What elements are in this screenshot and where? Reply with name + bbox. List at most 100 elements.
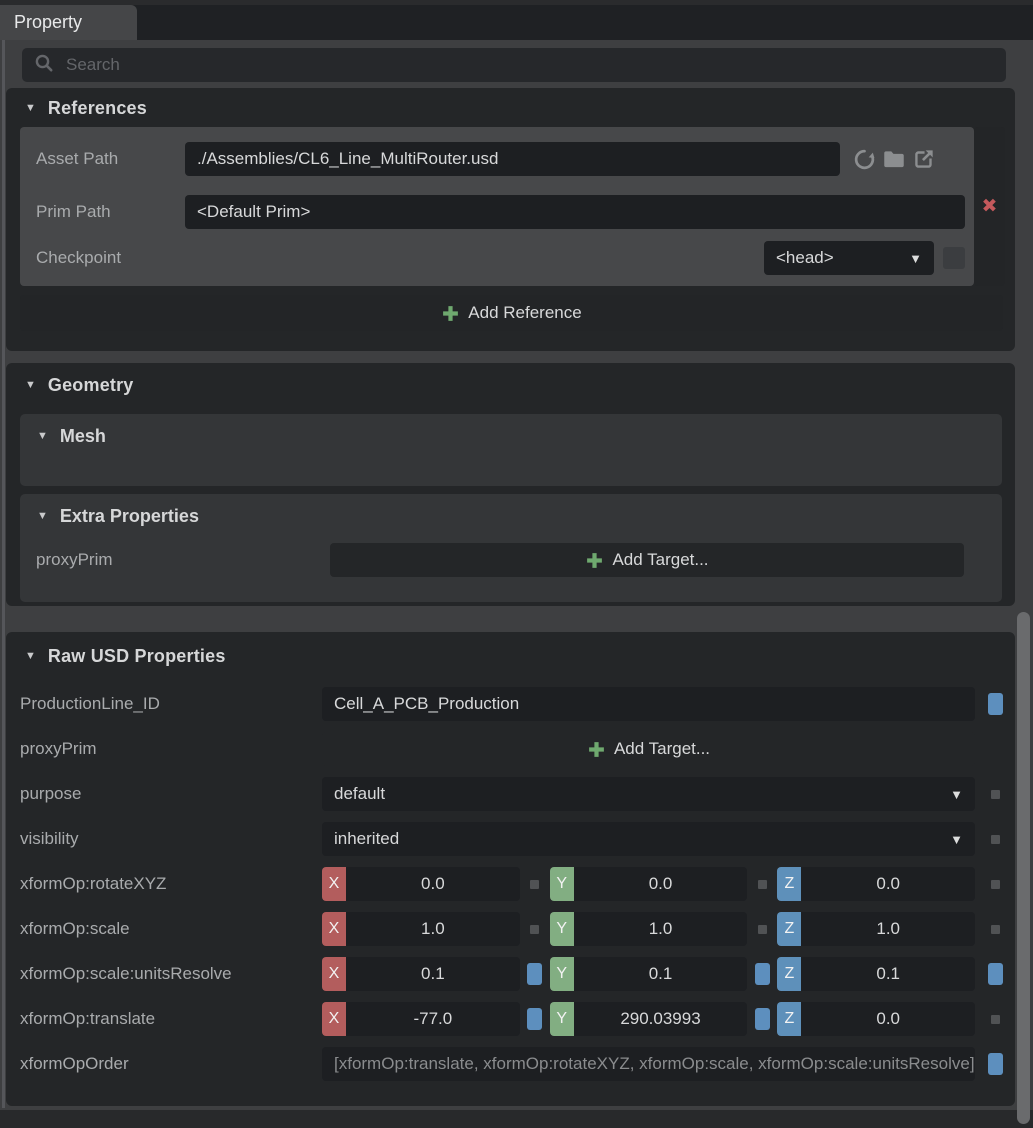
value-changed-indicator[interactable] bbox=[754, 963, 770, 985]
mesh-header[interactable]: ▼ Mesh bbox=[20, 414, 1002, 453]
translate-x-input[interactable]: -77.0 bbox=[346, 1002, 520, 1036]
tab-property-label: Property bbox=[14, 12, 83, 32]
reference-fields-box: Asset Path ./Assemblies/CL6_Line_MultiRo… bbox=[20, 127, 974, 286]
collapse-triangle-icon: ▼ bbox=[25, 650, 36, 662]
plus-icon bbox=[587, 552, 603, 568]
purpose-value: default bbox=[334, 784, 386, 803]
property-label: ProductionLine_ID bbox=[20, 694, 160, 713]
value-changed-indicator[interactable] bbox=[527, 963, 543, 985]
unitsresolve-z-input[interactable]: 0.1 bbox=[801, 957, 976, 991]
property-row-visibility: visibility inherited ▼ bbox=[20, 822, 1015, 856]
geometry-section: ▼ Geometry ▼ Mesh ▼ Extra Properties pro… bbox=[6, 363, 1015, 606]
visibility-value: inherited bbox=[334, 829, 400, 848]
search-input[interactable]: Search bbox=[22, 48, 1006, 82]
default-value-indicator[interactable] bbox=[990, 924, 1000, 934]
references-title: References bbox=[47, 98, 147, 118]
search-icon bbox=[34, 53, 66, 78]
axis-z-badge: Z bbox=[777, 957, 802, 991]
default-value-indicator[interactable] bbox=[530, 879, 540, 889]
remove-reference-button[interactable]: ✖ bbox=[974, 127, 1005, 286]
default-value-indicator[interactable] bbox=[990, 834, 1000, 844]
add-target-label: Add Target... bbox=[613, 739, 711, 758]
asset-path-label: Asset Path bbox=[36, 149, 119, 168]
add-reference-button[interactable]: Add Reference bbox=[20, 295, 1003, 331]
property-row-rotatexyz: xformOp:rotateXYZ X 0.0 Y 0.0 Z 0.0 bbox=[20, 867, 1015, 901]
geometry-header[interactable]: ▼ Geometry bbox=[6, 363, 1015, 402]
property-row-translate: xformOp:translate X -77.0 Y 290.03993 Z 0.0 bbox=[20, 1002, 1015, 1036]
scrollbar-thumb[interactable] bbox=[1017, 612, 1030, 1124]
collapse-triangle-icon: ▼ bbox=[37, 510, 48, 522]
plus-icon bbox=[589, 741, 604, 757]
property-label: xformOpOrder bbox=[20, 1054, 129, 1073]
extra-properties-header[interactable]: ▼ Extra Properties bbox=[20, 494, 1002, 533]
scale-z-input[interactable]: 1.0 bbox=[801, 912, 976, 946]
default-value-indicator[interactable] bbox=[990, 1014, 1000, 1024]
axis-z-badge: Z bbox=[777, 1002, 802, 1036]
visibility-dropdown[interactable]: inherited ▼ bbox=[322, 822, 975, 856]
property-row-scale: xformOp:scale X 1.0 Y 1.0 Z 1.0 bbox=[20, 912, 1015, 946]
productionline-id-input[interactable]: Cell_A_PCB_Production bbox=[322, 687, 975, 721]
property-label: xformOp:scale:unitsResolve bbox=[20, 964, 232, 983]
property-row-xformoporder: xformOpOrder [xformOp:translate, xformOp… bbox=[20, 1047, 1015, 1081]
axis-x-badge: X bbox=[322, 957, 346, 991]
axis-z-badge: Z bbox=[777, 867, 802, 901]
default-value-indicator[interactable] bbox=[990, 789, 1000, 799]
raw-usd-header[interactable]: ▼ Raw USD Properties bbox=[20, 632, 1015, 667]
translate-z-input[interactable]: 0.0 bbox=[801, 1002, 976, 1036]
property-label: xformOp:rotateXYZ bbox=[20, 874, 167, 893]
rotate-y-input[interactable]: 0.0 bbox=[573, 867, 748, 901]
scale-x-input[interactable]: 1.0 bbox=[346, 912, 520, 946]
asset-path-input[interactable]: ./Assemblies/CL6_Line_MultiRouter.usd bbox=[185, 142, 840, 176]
prim-path-input[interactable]: <Default Prim> bbox=[185, 195, 965, 229]
checkpoint-indicator bbox=[943, 247, 965, 269]
proxyprim-label: proxyPrim bbox=[36, 550, 113, 569]
add-target-button[interactable]: Add Target... bbox=[330, 543, 964, 577]
chevron-down-icon: ▼ bbox=[950, 786, 963, 802]
value-changed-indicator[interactable] bbox=[987, 693, 1003, 715]
default-value-indicator[interactable] bbox=[757, 879, 767, 889]
property-row-proxyprim: proxyPrim Add Target... bbox=[20, 732, 1015, 766]
add-reference-label: Add Reference bbox=[468, 303, 582, 322]
axis-x-badge: X bbox=[322, 1002, 346, 1036]
property-label: proxyPrim bbox=[20, 739, 97, 758]
axis-y-badge: Y bbox=[549, 867, 574, 901]
share-export-icon[interactable] bbox=[909, 144, 939, 174]
value-changed-indicator[interactable] bbox=[987, 963, 1003, 985]
add-target-label: Add Target... bbox=[612, 550, 709, 569]
default-value-indicator[interactable] bbox=[990, 879, 1000, 889]
value-changed-indicator[interactable] bbox=[754, 1008, 770, 1030]
property-label: visibility bbox=[20, 829, 79, 848]
value-changed-indicator[interactable] bbox=[987, 1053, 1003, 1075]
refresh-button[interactable] bbox=[849, 144, 879, 174]
add-target-button[interactable]: Add Target... bbox=[322, 732, 975, 766]
scale-y-input[interactable]: 1.0 bbox=[573, 912, 748, 946]
property-row-purpose: purpose default ▼ bbox=[20, 777, 1015, 811]
chevron-down-icon: ▼ bbox=[909, 250, 922, 266]
collapse-triangle-icon: ▼ bbox=[25, 379, 36, 391]
tab-property[interactable]: Property bbox=[0, 5, 137, 40]
translate-y-input[interactable]: 290.03993 bbox=[573, 1002, 748, 1036]
default-value-indicator[interactable] bbox=[530, 924, 540, 934]
references-header[interactable]: ▼ References bbox=[6, 88, 1015, 125]
axis-y-badge: Y bbox=[549, 957, 574, 991]
purpose-dropdown[interactable]: default ▼ bbox=[322, 777, 975, 811]
references-section: ▼ References Asset Path ./Assemblies/CL6… bbox=[6, 88, 1015, 351]
checkpoint-dropdown[interactable]: <head> ▼ bbox=[764, 241, 934, 275]
axis-x-badge: X bbox=[322, 867, 346, 901]
default-value-indicator[interactable] bbox=[757, 924, 767, 934]
mesh-subsection: ▼ Mesh bbox=[20, 414, 1002, 486]
extra-properties-title: Extra Properties bbox=[59, 506, 199, 526]
rotate-z-input[interactable]: 0.0 bbox=[801, 867, 976, 901]
unitsresolve-x-input[interactable]: 0.1 bbox=[346, 957, 520, 991]
folder-icon[interactable] bbox=[879, 144, 909, 174]
raw-usd-properties-section: ▼ Raw USD Properties ProductionLine_ID C… bbox=[6, 632, 1015, 1106]
raw-usd-title: Raw USD Properties bbox=[47, 646, 226, 666]
property-label: xformOp:translate bbox=[20, 1009, 156, 1028]
delete-x-icon: ✖ bbox=[981, 196, 998, 217]
unitsresolve-y-input[interactable]: 0.1 bbox=[573, 957, 748, 991]
property-label: purpose bbox=[20, 784, 82, 803]
value-changed-indicator[interactable] bbox=[527, 1008, 543, 1030]
extra-properties-subsection: ▼ Extra Properties proxyPrim Add Target.… bbox=[20, 494, 1002, 602]
rotate-x-input[interactable]: 0.0 bbox=[346, 867, 520, 901]
